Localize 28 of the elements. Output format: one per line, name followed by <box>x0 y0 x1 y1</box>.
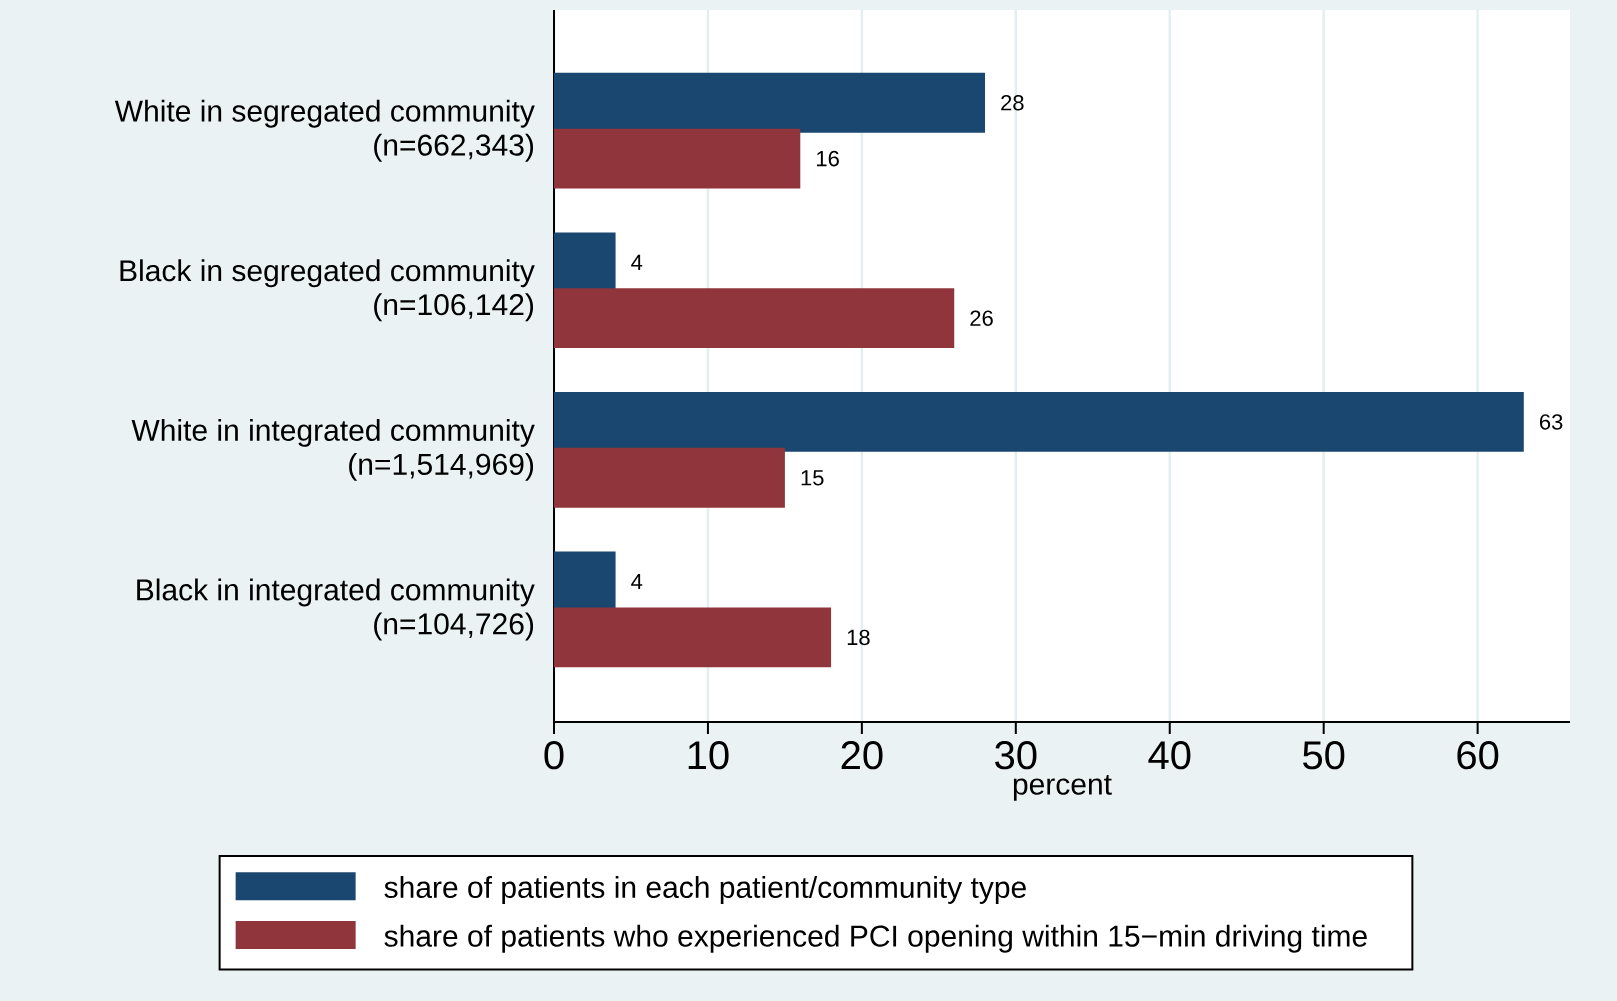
x-tick-label: 10 <box>688 741 729 770</box>
y-tick-label: White in segregated community (n=662,343) <box>114 99 535 162</box>
data-label: 28 <box>1001 94 1024 111</box>
data-label: 4 <box>631 574 643 590</box>
legend-label: share of patients who experienced PCI opening within 15−min driving time <box>384 924 1367 953</box>
bar <box>554 128 801 189</box>
bar <box>554 72 986 133</box>
y-tick-label: White in integrated community (n=1,514,969) <box>131 418 535 481</box>
x-tick-label: 20 <box>841 741 883 770</box>
data-label: 26 <box>970 310 993 326</box>
x-tick-label: 0 <box>544 741 564 770</box>
legend-label: share of patients in each patient/community type <box>384 876 1026 904</box>
x-tick-label: 30 <box>995 741 1037 770</box>
y-tick-label: Black in segregated community (n=106,142) <box>120 259 535 322</box>
bar <box>554 447 785 508</box>
x-tick-label: 50 <box>1303 741 1345 770</box>
data-label: 63 <box>1540 414 1563 430</box>
data-label: 18 <box>847 629 870 646</box>
y-tick-label: Black in integrated community (n=104,726) <box>137 578 535 641</box>
x-tick-label: 40 <box>1148 741 1191 770</box>
data-label: 4 <box>631 254 643 270</box>
x-tick-label: 60 <box>1457 741 1499 770</box>
data-label: 15 <box>801 470 824 486</box>
bar <box>554 607 832 668</box>
x-axis-title: percent <box>1013 775 1112 801</box>
bar <box>554 392 1524 452</box>
data-label: 16 <box>817 150 839 167</box>
bar <box>554 288 955 349</box>
